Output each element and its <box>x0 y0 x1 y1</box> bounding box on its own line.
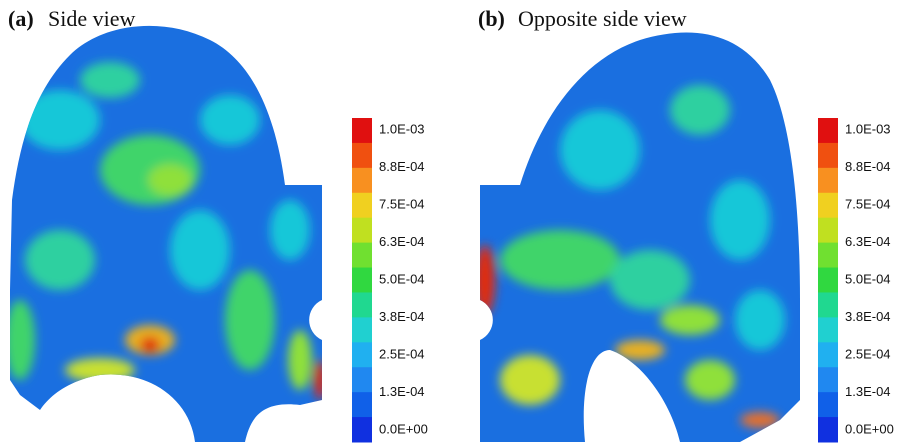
colorbar-tick-label: 2.5E-04 <box>379 346 425 361</box>
colorbar-band <box>352 367 372 392</box>
colorbar-band <box>818 218 838 243</box>
colorbar-tick-label: 5.0E-04 <box>379 271 425 286</box>
colorbar-band <box>352 143 372 168</box>
colorbar-band <box>818 143 838 168</box>
panel-title: Side view <box>48 6 135 31</box>
colorbar-tick-label: 1.3E-04 <box>845 384 891 399</box>
colorbar-band <box>352 118 372 143</box>
panel-label: (a) <box>8 6 34 31</box>
contour-plot <box>470 0 810 447</box>
colorbar-band <box>818 118 838 143</box>
colorbar-band <box>818 417 838 442</box>
colorbar-band <box>818 268 838 293</box>
contour-plot <box>0 0 330 447</box>
colorbar-band <box>818 168 838 193</box>
colorbar-band <box>352 292 372 317</box>
figure: (a) Side view (b) Opposite side view <box>0 0 905 447</box>
colorbar-band <box>818 317 838 342</box>
colorbar-tick-label: 6.3E-04 <box>379 234 425 249</box>
colorbar-band <box>818 292 838 317</box>
colorbar-tick-label: 6.3E-04 <box>845 234 891 249</box>
colorbar-tick-label: 8.8E-04 <box>379 159 425 174</box>
colorbar-band <box>818 367 838 392</box>
colorbar-band <box>352 392 372 417</box>
colorbar-tick-label: 7.5E-04 <box>845 196 891 211</box>
panel-title: Opposite side view <box>518 6 687 31</box>
colorbar-tick-label: 2.5E-04 <box>845 346 891 361</box>
colorbar-tick-label: 1.3E-04 <box>379 384 425 399</box>
colorbar-tick-label: 1.0E-03 <box>379 121 425 136</box>
colorbar-band <box>352 417 372 442</box>
colorbar-band <box>352 193 372 218</box>
colorbar-tick-label: 1.0E-03 <box>845 121 891 136</box>
colorbar-band <box>352 243 372 268</box>
colorbar-tick-label: 7.5E-04 <box>379 196 425 211</box>
colorbar-band <box>818 193 838 218</box>
colorbar-tick-label: 0.0E+00 <box>379 421 428 436</box>
colorbar-tick-label: 8.8E-04 <box>845 159 891 174</box>
colorbar-band <box>352 317 372 342</box>
colorbar-tick-label: 3.8E-04 <box>845 309 891 324</box>
colorbar-band <box>352 342 372 367</box>
panel-label: (b) <box>478 6 505 31</box>
colorbar-band <box>352 168 372 193</box>
colorbar-band <box>818 342 838 367</box>
colorbar-band <box>352 268 372 293</box>
colorbar-band <box>352 218 372 243</box>
colorbar-band <box>818 392 838 417</box>
colorbar-tick-label: 3.8E-04 <box>379 309 425 324</box>
colorbar-band <box>818 243 838 268</box>
colorbar-tick-label: 5.0E-04 <box>845 271 891 286</box>
colorbar-tick-label: 0.0E+00 <box>845 421 894 436</box>
